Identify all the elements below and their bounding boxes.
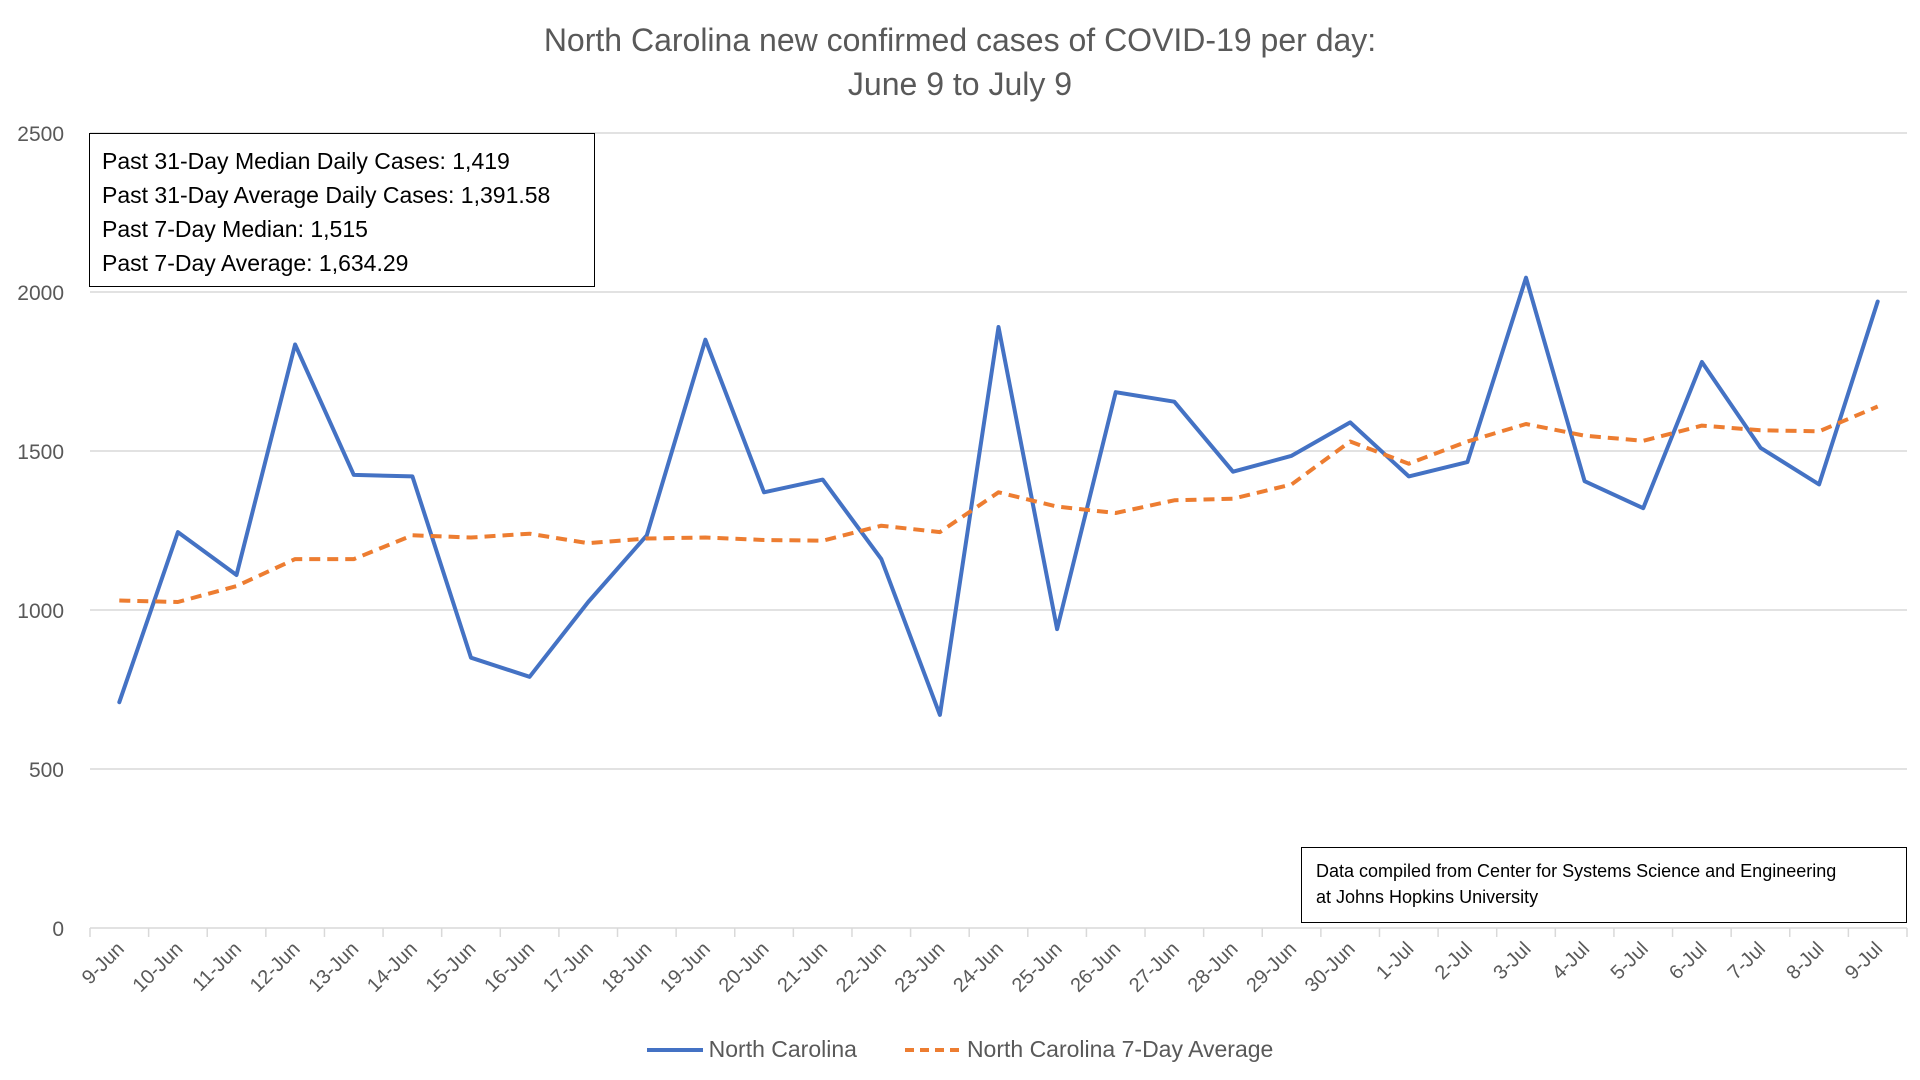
x-tick-label: 17-Jun <box>539 938 598 997</box>
series-lines <box>117 275 1880 717</box>
x-tick-label: 18-Jun <box>598 938 657 997</box>
x-tick-label: 25-Jun <box>1008 938 1067 997</box>
x-tick-label: 14-Jun <box>363 938 422 997</box>
source-note-line-1: Data compiled from Center for Systems Sc… <box>1316 861 1837 881</box>
x-tick-label: 13-Jun <box>304 938 363 997</box>
source-note-line-2: at Johns Hopkins University <box>1316 887 1539 907</box>
x-tick-label: 6-Jul <box>1665 938 1711 984</box>
x-tick-label: 16-Jun <box>480 938 539 997</box>
chart-title: North Carolina new confirmed cases of CO… <box>543 22 1377 58</box>
x-tick-label: 27-Jun <box>1125 938 1184 997</box>
x-tick-label: 2-Jul <box>1431 938 1477 984</box>
y-axis-tick-labels: 0 500 1000 1500 2000 2500 <box>17 123 64 941</box>
x-tick-label: 5-Jul <box>1607 938 1653 984</box>
x-tick-label: 24-Jun <box>949 938 1008 997</box>
x-tick-label: 21-Jun <box>773 938 832 997</box>
chart-title-block: North Carolina new confirmed cases of CO… <box>0 18 1920 106</box>
stats-7day-median: Past 7-Day Median: 1,515 <box>102 216 368 242</box>
x-tick-label: 9-Jun <box>78 938 129 989</box>
x-tick-label: 9-Jul <box>1841 938 1887 984</box>
y-tick-label: 1500 <box>17 441 64 464</box>
x-tick-label: 11-Jun <box>188 938 246 996</box>
y-tick-label: 500 <box>29 759 64 782</box>
series-line-north-carolina <box>117 275 1880 717</box>
legend-swatch-dashed <box>904 1047 961 1052</box>
y-tick-label: 1000 <box>17 600 64 623</box>
x-tick-label: 10-Jun <box>129 938 188 997</box>
x-tick-label: 23-Jun <box>891 938 950 997</box>
legend-swatch-solid <box>646 1047 703 1052</box>
chart-subtitle: June 9 to July 9 <box>847 66 1073 102</box>
x-tick-label: 12-Jun <box>246 938 305 997</box>
x-tick-label: 20-Jun <box>715 938 774 997</box>
y-tick-label: 2000 <box>17 282 64 305</box>
legend-item-north-carolina: North Carolina <box>646 1036 857 1063</box>
y-tick-label: 0 <box>52 918 64 941</box>
x-axis-tick-labels: 9-Jun 10-Jun 11-Jun 12-Jun 13-Jun 14-Jun 15-Ju… <box>78 938 1887 997</box>
x-tick-label: 28-Jun <box>1184 938 1243 997</box>
x-tick-label: 29-Jun <box>1242 938 1301 997</box>
x-tick-label: 26-Jun <box>1066 938 1125 997</box>
stats-box: Past 31-Day Median Daily Cases: 1,419 Pa… <box>89 133 595 287</box>
x-tick-label: 30-Jun <box>1301 938 1360 997</box>
x-tick-label: 15-Jun <box>422 938 481 997</box>
x-tick-label: 4-Jul <box>1548 938 1594 984</box>
x-tick-label: 19-Jun <box>656 938 715 997</box>
stats-31day-median: Past 31-Day Median Daily Cases: 1,419 <box>102 148 510 174</box>
x-tick-label: 3-Jul <box>1489 938 1535 984</box>
y-tick-label: 2500 <box>17 123 64 146</box>
legend-label-north-carolina: North Carolina <box>708 1036 857 1062</box>
x-tick-label: 22-Jun <box>832 938 891 997</box>
x-tick-label: 1-Jul <box>1372 938 1418 984</box>
legend-item-7day-average: North Carolina 7-Day Average <box>904 1036 1274 1063</box>
legend: North Carolina North Carolina 7-Day Aver… <box>0 1036 1920 1063</box>
x-tick-label: 7-Jul <box>1724 938 1770 984</box>
source-note: Data compiled from Center for Systems Sc… <box>1301 847 1907 923</box>
stats-31day-average: Past 31-Day Average Daily Cases: 1,391.5… <box>102 182 551 208</box>
series-line-7day-average <box>119 404 1879 604</box>
legend-label-7day-average: North Carolina 7-Day Average <box>966 1036 1274 1062</box>
x-tick-label: 8-Jul <box>1782 938 1828 984</box>
stats-7day-average: Past 7-Day Average: 1,634.29 <box>102 250 409 276</box>
